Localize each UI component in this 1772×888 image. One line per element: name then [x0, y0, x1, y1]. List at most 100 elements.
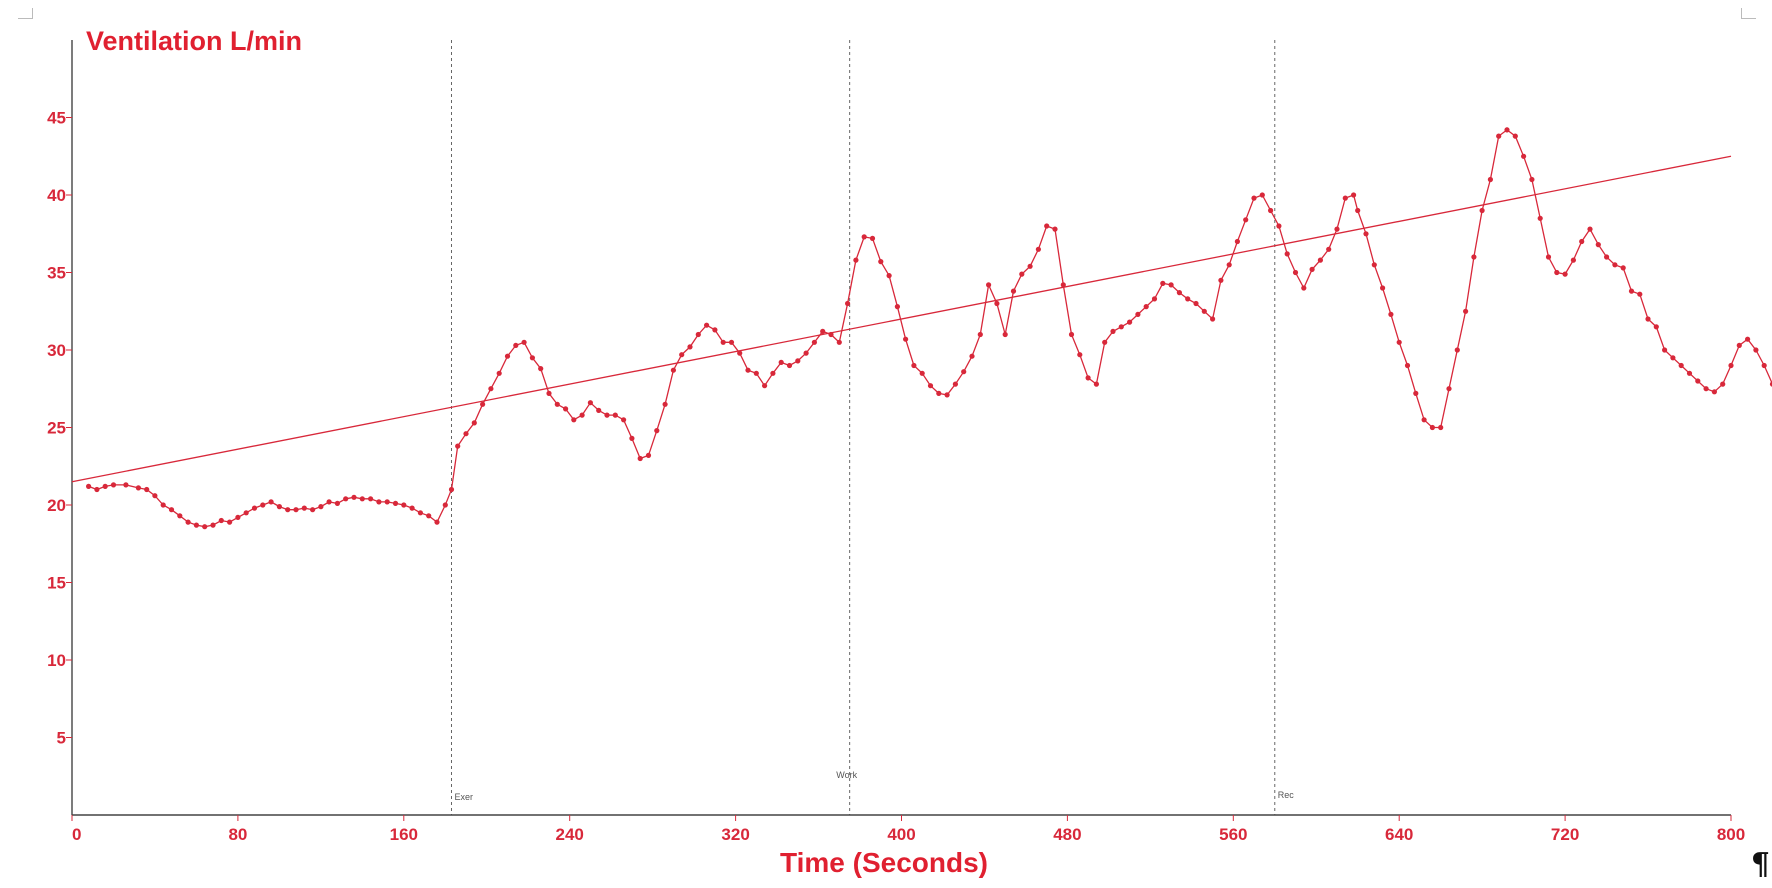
data-point [185, 519, 191, 525]
data-point [811, 339, 818, 345]
x-tick-label: 160 [390, 825, 418, 844]
data-point [144, 486, 150, 493]
data-point [670, 367, 677, 373]
data-point [513, 342, 519, 348]
data-point [285, 507, 291, 513]
data-point [952, 381, 959, 387]
x-tick-label: 560 [1219, 825, 1247, 844]
data-point [704, 322, 710, 328]
data-point [803, 350, 809, 356]
trendline-group [71, 155, 1732, 483]
data-point [944, 392, 950, 398]
data-point [276, 504, 282, 510]
data-point [911, 362, 917, 369]
x-tick-label: 240 [556, 825, 584, 844]
x-tick-label: 400 [887, 825, 915, 844]
data-point [417, 510, 423, 516]
data-point [160, 502, 166, 508]
tick-labels: 0 80 160 240 320 400 480 560 640 720 800 5 10 15 20 25 3… [47, 109, 1745, 845]
x-tick-label: 320 [721, 825, 749, 844]
data-point [1068, 331, 1075, 338]
data-point [455, 443, 461, 449]
data-point [969, 353, 975, 359]
data-point [1118, 324, 1124, 330]
phase-marker-label: Work [836, 770, 857, 780]
data-point [1135, 311, 1141, 317]
corner-mark-top-right [1741, 8, 1756, 19]
data-point [1446, 386, 1452, 392]
chart-title: Ventilation L/min [86, 26, 302, 56]
data-point [1301, 285, 1307, 291]
data-point [343, 496, 349, 502]
data-point [293, 507, 299, 513]
data-point [1753, 347, 1759, 353]
data-point [1268, 207, 1274, 214]
data-point [1060, 282, 1066, 288]
data-point [778, 359, 784, 365]
data-point [1044, 223, 1050, 229]
data-point [1454, 347, 1460, 353]
data-point [1595, 242, 1601, 248]
data-point [1570, 257, 1576, 263]
data-point [1579, 238, 1585, 245]
data-point [1317, 257, 1323, 263]
data-point [1388, 311, 1394, 317]
data-point [1761, 362, 1767, 369]
data-point [1380, 285, 1386, 291]
data-point [886, 273, 892, 279]
data-point [1662, 347, 1668, 353]
phase-marker-label: Rec [1278, 790, 1295, 800]
data-point [1201, 308, 1207, 314]
data-point [442, 502, 448, 508]
data-point [488, 386, 494, 392]
data-point [621, 417, 627, 423]
data-point [745, 367, 751, 373]
data-point [448, 486, 455, 493]
data-point [927, 383, 934, 389]
data-point [637, 455, 643, 462]
data-point [409, 505, 415, 511]
data-point [1404, 362, 1411, 369]
data-point [1326, 246, 1332, 252]
data-point [1745, 336, 1751, 342]
data-point [1678, 362, 1684, 369]
data-point [1193, 300, 1199, 307]
corner-mark-top-left [18, 8, 33, 19]
data-point [1035, 246, 1041, 252]
data-point [1093, 381, 1099, 387]
data-point [1077, 352, 1083, 358]
data-point [1413, 390, 1419, 396]
data-point [1620, 265, 1626, 271]
data-point [695, 331, 701, 338]
y-tick-label: 15 [47, 574, 66, 593]
data-point [86, 483, 92, 489]
data-point [612, 412, 618, 418]
y-tick-label: 25 [47, 419, 66, 438]
data-point [1612, 262, 1618, 268]
data-point [177, 513, 183, 519]
data-point [376, 499, 382, 505]
data-point [762, 383, 768, 389]
y-tick-label: 35 [47, 264, 66, 283]
data-point [351, 494, 357, 500]
data-point [392, 500, 399, 506]
data-point [1695, 378, 1701, 384]
data-point [828, 331, 834, 338]
x-tick-label: 720 [1551, 825, 1579, 844]
data-point [687, 344, 693, 350]
data-point [260, 502, 266, 508]
data-point [836, 339, 842, 345]
data-point [1342, 195, 1348, 201]
data-point [1218, 277, 1224, 283]
data-point [368, 496, 374, 502]
data-point [218, 517, 224, 524]
data-point [1521, 153, 1527, 159]
data-point [1396, 339, 1402, 345]
data-point [359, 496, 365, 502]
phase-markers: Exer Work Rec [450, 40, 1295, 815]
data-point [1151, 296, 1158, 302]
data-point [1102, 339, 1108, 345]
data-point [1670, 355, 1676, 361]
data-point [645, 452, 652, 458]
data-point [753, 370, 759, 376]
